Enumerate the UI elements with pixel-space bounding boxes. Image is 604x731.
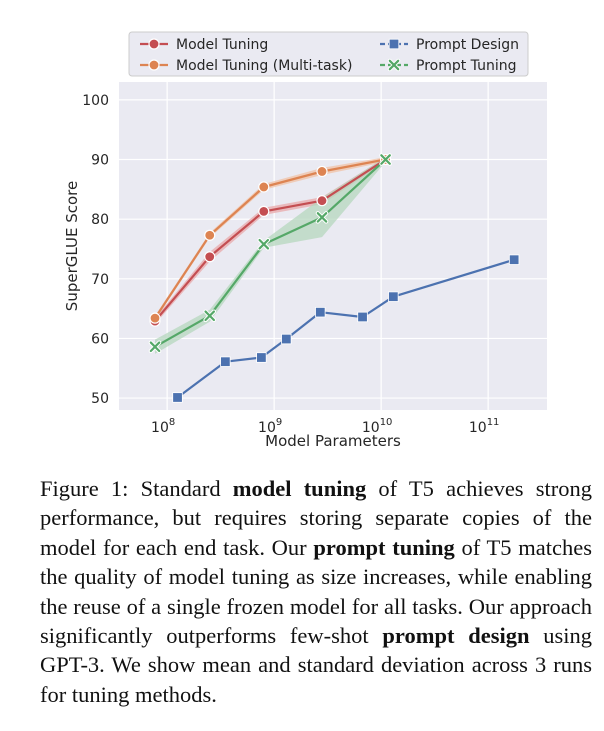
data-point-x	[388, 59, 400, 71]
legend-label: Prompt Tuning	[416, 58, 517, 74]
data-point-x	[149, 341, 161, 353]
data-point-x	[316, 212, 328, 223]
data-point-square	[388, 291, 399, 302]
data-point-circle	[204, 251, 216, 263]
caption-text: of T5 achieves strong performance, but r…	[40, 476, 592, 560]
data-point-square	[388, 38, 400, 50]
caption-bold-term: prompt tuning	[313, 534, 455, 560]
data-point-square	[357, 311, 368, 323]
y-tick-label: 70	[91, 272, 109, 288]
confidence-band	[155, 157, 386, 354]
data-point-circle	[258, 205, 270, 218]
y-axis-label: SuperGLUE Score	[63, 181, 81, 311]
data-point-square	[172, 392, 183, 403]
y-tick-label: 90	[91, 153, 109, 169]
data-point-square	[256, 352, 267, 363]
data-point-square	[281, 333, 292, 345]
legend-label: Model Tuning (Multi-task)	[176, 58, 352, 74]
caption-text: of T5 matches the quality of model tunin…	[40, 534, 592, 649]
data-point-x	[380, 154, 391, 165]
plot-background	[119, 82, 547, 410]
legend-label: Prompt Design	[416, 37, 519, 53]
x-tick-label: 1010	[362, 417, 393, 436]
y-tick-label: 50	[91, 391, 109, 407]
legend: Model Tuning Model Tuning (Multi-task) Pro…	[128, 31, 529, 77]
x-axis-label: Model Parameters	[265, 432, 401, 450]
data-point-circle	[148, 38, 160, 50]
chart-svg: 50 60 70 80 90 100 108 109 1010 1011 Model Parame…	[63, 31, 547, 450]
data-point-square	[315, 306, 326, 318]
marker-layer	[148, 153, 520, 403]
data-point-circle	[149, 312, 161, 324]
caption-bold-term: prompt design	[382, 623, 530, 649]
x-tick-label: 108	[151, 417, 175, 436]
data-point-square	[220, 356, 231, 367]
data-point-circle	[204, 229, 216, 241]
data-point-circle	[316, 165, 328, 178]
legend-box	[128, 31, 529, 77]
data-point-x	[258, 238, 270, 250]
caption-text: using GPT-3. We show mean and standard d…	[40, 623, 592, 707]
data-point-circle	[258, 181, 270, 193]
tick-layer: 50 60 70 80 90 100 108 109 1010 1011	[82, 93, 499, 436]
y-tick-label: 60	[91, 331, 109, 347]
band-layer	[155, 157, 386, 354]
y-tick-label: 80	[91, 212, 109, 228]
figure-caption: Figure 1: Standard model tuning of T5 ac…	[40, 474, 592, 709]
legend-label: Model Tuning	[176, 37, 268, 53]
x-tick-label: 1011	[469, 417, 500, 436]
data-point-x	[204, 310, 216, 322]
data-point-circle	[316, 195, 328, 207]
data-point-circle	[148, 59, 160, 71]
caption-bold-term: model tuning	[232, 476, 367, 501]
caption-text: Figure 1: Standard	[40, 476, 233, 501]
y-tick-label: 100	[82, 93, 109, 109]
chart: 50 60 70 80 90 100 108 109 1010 1011 Model Parame…	[63, 31, 547, 450]
data-point-square	[508, 254, 520, 265]
x-tick-label: 109	[258, 417, 282, 436]
